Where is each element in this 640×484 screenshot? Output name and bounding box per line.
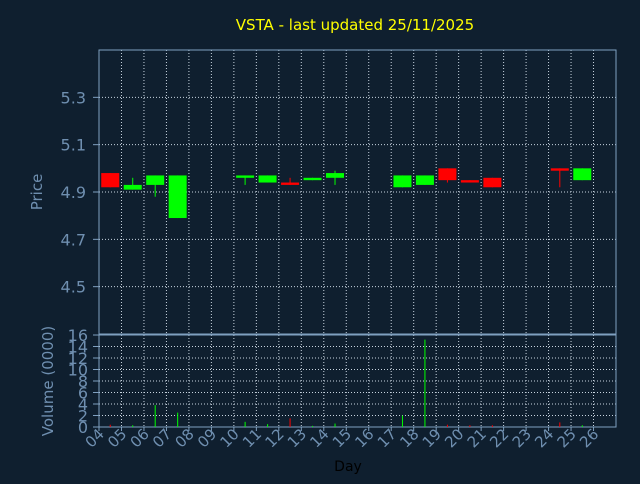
candle-body xyxy=(393,175,412,188)
volume-tick-label: 14 xyxy=(68,338,88,357)
volume-axis-label: Volume (0000) xyxy=(39,326,57,436)
price-tick-label: 4.5 xyxy=(61,278,86,297)
volume-tick-label: 12 xyxy=(68,349,88,368)
candle-body xyxy=(483,177,502,188)
candle-body xyxy=(326,173,345,178)
price-plot-frame xyxy=(98,49,617,335)
price-tick-label: 5.3 xyxy=(61,88,86,107)
candle-body xyxy=(303,177,322,181)
candle-body xyxy=(236,175,255,178)
candle-body xyxy=(460,180,479,183)
candle-body xyxy=(101,173,120,188)
candle-body xyxy=(438,168,457,181)
candle-body xyxy=(550,168,569,171)
volume-tick-label: 10 xyxy=(68,361,88,380)
volume-tick-label: 2 xyxy=(78,407,88,426)
price-panel: 5.3 5.1 4.9 4.7 4.5 xyxy=(61,49,617,335)
price-axis-label: Price xyxy=(28,174,46,211)
candle-body xyxy=(415,175,434,185)
price-tick-label: 4.9 xyxy=(61,183,86,202)
candle-body xyxy=(258,175,277,183)
candle-body xyxy=(168,175,187,219)
day-tick-label: 26 xyxy=(576,425,602,451)
candle-body xyxy=(146,175,165,185)
volume-tick-label: 0 xyxy=(78,418,88,437)
day-axis-label: Day xyxy=(334,459,362,475)
volume-tick-label: 6 xyxy=(78,384,88,403)
volume-panel: 1614121086420040506070809101112131415161… xyxy=(68,326,617,451)
chart-title: VSTA - last updated 25/11/2025 xyxy=(236,16,474,34)
volume-plot-frame xyxy=(98,334,617,428)
candle-body xyxy=(281,182,300,185)
volume-tick-label: 8 xyxy=(78,372,88,391)
volume-tick-label: 4 xyxy=(78,395,88,414)
price-tick-label: 4.7 xyxy=(61,230,86,249)
candle-body xyxy=(123,184,142,190)
price-tick-label: 5.1 xyxy=(61,136,86,155)
volume-tick-label: 16 xyxy=(68,326,88,345)
candle-body xyxy=(573,168,592,181)
